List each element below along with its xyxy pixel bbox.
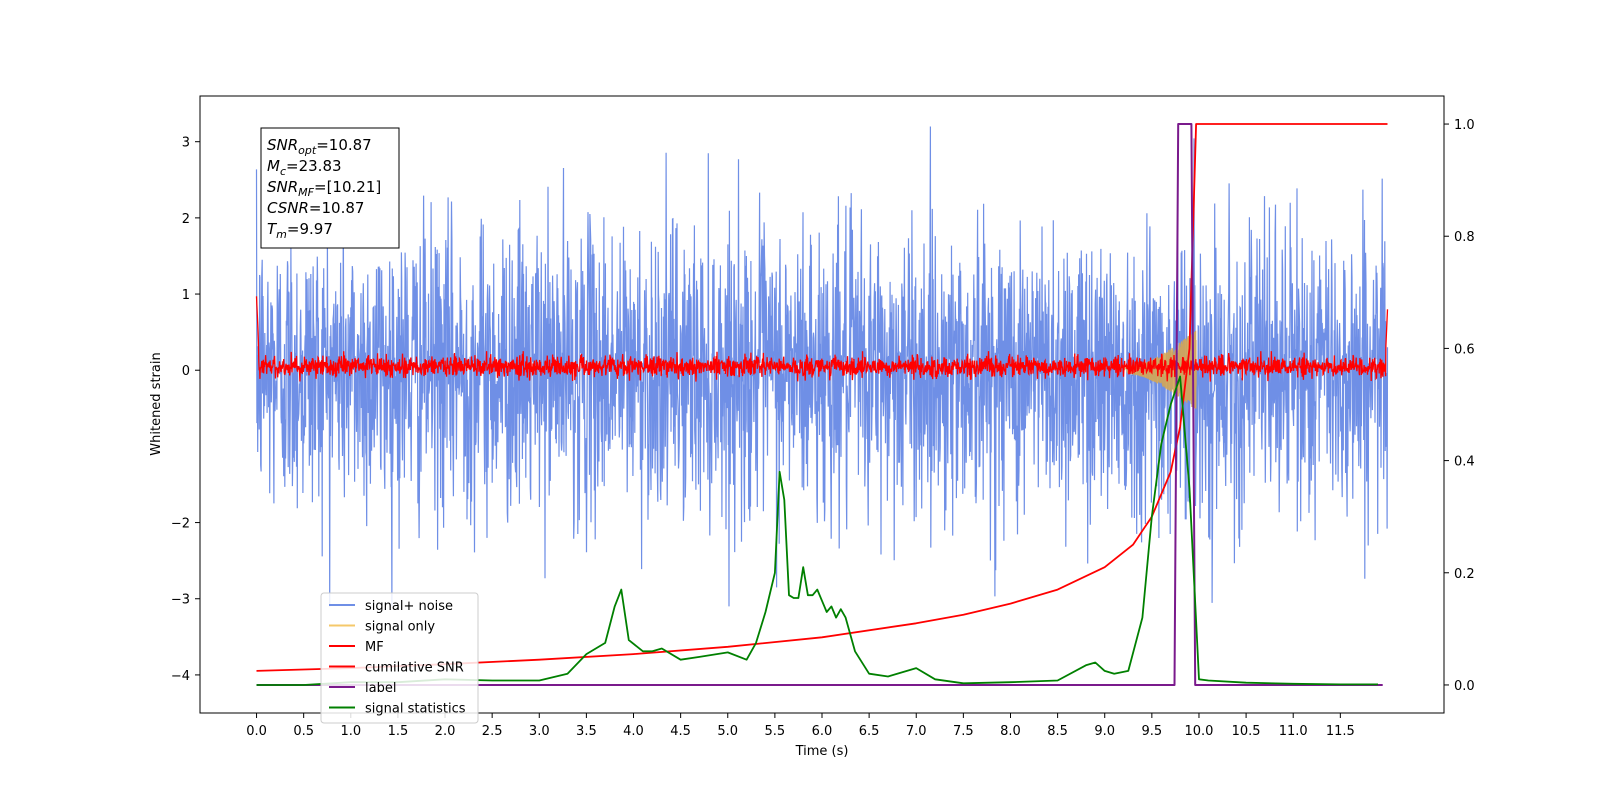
y-axis-label: Whitened strain xyxy=(149,352,164,455)
y-tick-label: −4 xyxy=(171,669,190,684)
legend: signal+ noise signal only MF cumilative SNR… xyxy=(320,592,479,724)
x-tick-label: 4.5 xyxy=(670,724,691,739)
x-axis-label: Time (s) xyxy=(795,744,849,759)
y-right-tick-label: 1.0 xyxy=(1454,118,1475,133)
annotation-line: SNRMF=[10.21] xyxy=(267,178,381,199)
x-tick-label: 2.0 xyxy=(435,724,456,739)
legend-entry: signal statistics xyxy=(365,702,466,717)
x-tick-label: 8.0 xyxy=(1000,724,1021,739)
legend-entry: MF xyxy=(365,640,384,655)
annotation-line: Tm=9.97 xyxy=(267,220,333,241)
annotation-box: SNRopt=10.87Mc=23.83SNRMF=[10.21]CSNR=10… xyxy=(260,127,400,249)
x-tick-label: 10.5 xyxy=(1232,724,1261,739)
y-tick-label: −2 xyxy=(171,517,190,532)
x-tick-label: 9.0 xyxy=(1094,724,1115,739)
y-right-tick-label: 0.0 xyxy=(1454,679,1475,694)
x-tick-label: 11.5 xyxy=(1326,724,1355,739)
x-tick-label: 3.0 xyxy=(529,724,550,739)
x-tick-label: 10.0 xyxy=(1184,724,1213,739)
legend-entry: signal only xyxy=(365,620,435,635)
annotation-line: SNRopt=10.87 xyxy=(267,136,372,157)
series-label xyxy=(256,123,1383,686)
x-tick-label: 0.5 xyxy=(293,724,314,739)
x-tick-label: 8.5 xyxy=(1047,724,1068,739)
y-right-tick-label: 0.4 xyxy=(1454,455,1475,470)
annotation-frame xyxy=(260,127,400,249)
legend-entry: label xyxy=(365,681,396,696)
legend-frame xyxy=(320,592,479,724)
x-axis: 0.0 0.5 1.0 1.5 2.0 2.5 3.0 3.5 4.0 4.5 5.0 5.5 6.0 6… xyxy=(246,713,1355,739)
y-axis-right: 1.0 0.8 0.6 0.4 0.2 0.0 xyxy=(1444,118,1475,694)
x-tick-label: 2.5 xyxy=(482,724,503,739)
series-signal-noise xyxy=(255,126,1389,607)
y-axis-left: 3 2 1 0 −2 −3 −4 xyxy=(171,136,200,684)
x-tick-label: 9.5 xyxy=(1142,724,1163,739)
y-tick-label: 0 xyxy=(182,364,190,379)
x-tick-label: 5.0 xyxy=(717,724,738,739)
legend-entry: signal+ noise xyxy=(365,599,453,614)
x-tick-label: 4.0 xyxy=(623,724,644,739)
x-tick-label: 1.0 xyxy=(340,724,361,739)
y-right-tick-label: 0.6 xyxy=(1454,342,1475,357)
x-tick-label: 6.0 xyxy=(812,724,833,739)
x-tick-label: 11.0 xyxy=(1279,724,1308,739)
y-tick-label: 1 xyxy=(182,288,190,303)
x-tick-label: 1.5 xyxy=(388,724,409,739)
x-tick-label: 5.5 xyxy=(765,724,786,739)
plot-area xyxy=(255,123,1389,686)
x-tick-label: 3.5 xyxy=(576,724,597,739)
legend-entry: cumilative SNR xyxy=(365,661,464,676)
annotation-line: CSNR=10.87 xyxy=(267,199,364,217)
y-tick-label: 3 xyxy=(182,136,190,151)
x-tick-label: 7.5 xyxy=(953,724,974,739)
series-signal-statistics xyxy=(256,375,1378,686)
y-right-tick-label: 0.2 xyxy=(1454,567,1475,582)
series-cumulative-snr xyxy=(256,123,1388,672)
annotation-line: Mc=23.83 xyxy=(267,157,342,178)
y-tick-label: −3 xyxy=(171,593,190,608)
y-right-tick-label: 0.8 xyxy=(1454,230,1475,245)
x-tick-label: 6.5 xyxy=(859,724,880,739)
x-tick-label: 7.0 xyxy=(906,724,927,739)
series-mf xyxy=(255,296,1389,382)
x-tick-label: 0.0 xyxy=(246,724,267,739)
y-tick-label: 2 xyxy=(182,212,190,227)
